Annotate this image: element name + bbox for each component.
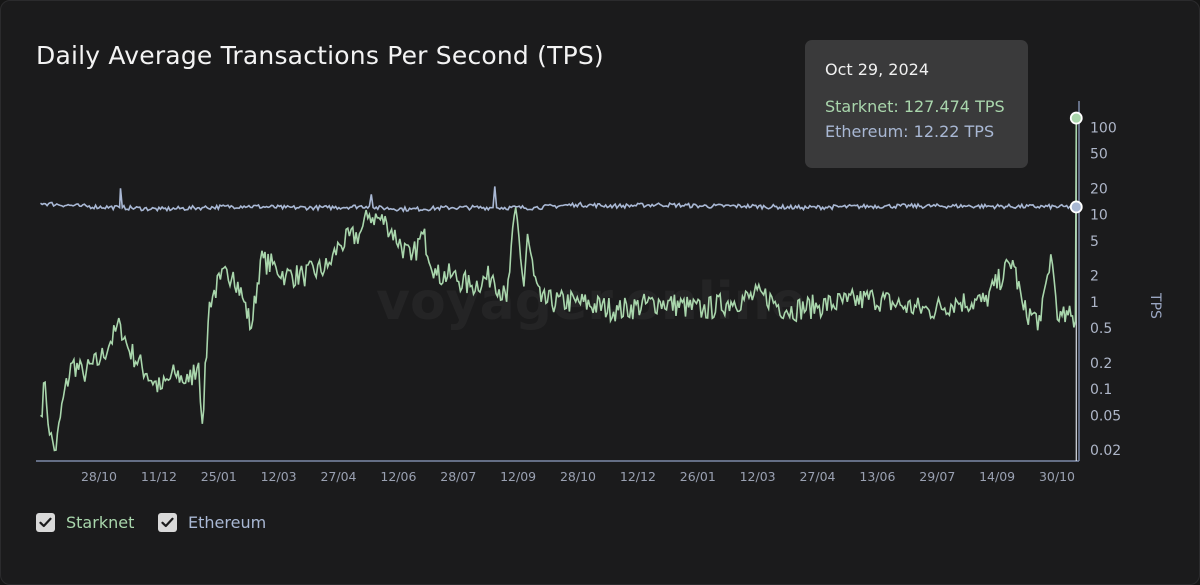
tooltip-ethereum-value: Ethereum: 12.22 TPS xyxy=(825,122,995,141)
legend-label-ethereum: Ethereum xyxy=(188,512,267,532)
tooltip-starknet-value: Starknet: 127.474 TPS xyxy=(825,97,1005,116)
x-tick-label: 30/10 xyxy=(1039,469,1075,484)
x-tick-label: 13/06 xyxy=(859,469,895,484)
y-tick-label: 50 xyxy=(1090,147,1108,163)
y-tick-label: 1 xyxy=(1090,295,1099,311)
legend-toggle-starknet[interactable]: Starknet xyxy=(36,511,134,533)
legend-toggle-ethereum[interactable]: Ethereum xyxy=(158,511,266,533)
legend-label-starknet: Starknet xyxy=(66,512,135,532)
y-tick-label: 0.1 xyxy=(1090,382,1112,398)
hover-tooltip: Oct 29, 2024 Starknet: 127.474 TPS Ether… xyxy=(805,40,1028,168)
chart-title: Daily Average Transactions Per Second (T… xyxy=(36,41,604,70)
x-tick-label: 12/03 xyxy=(740,469,776,484)
x-tick-label: 14/09 xyxy=(979,469,1015,484)
tooltip-date: Oct 29, 2024 xyxy=(825,60,929,79)
y-tick-label: 0.5 xyxy=(1090,321,1112,337)
x-tick-label: 26/01 xyxy=(680,469,716,484)
checkbox-checked-icon[interactable] xyxy=(36,512,55,532)
x-tick-label: 27/04 xyxy=(320,469,356,484)
y-axis-title: TPS xyxy=(1147,292,1163,319)
x-tick-label: 12/12 xyxy=(620,469,656,484)
ethereum-series-line xyxy=(40,186,1077,213)
y-tick-label: 0.02 xyxy=(1090,443,1121,459)
y-tick-label: 2 xyxy=(1090,269,1099,285)
x-tick-label: 29/07 xyxy=(919,469,955,484)
x-tick-label: 11/12 xyxy=(141,469,177,484)
x-tick-label: 12/06 xyxy=(380,469,416,484)
x-tick-label: 12/09 xyxy=(500,469,536,484)
ethereum-hover-point[interactable] xyxy=(1069,200,1083,214)
starknet-hover-point[interactable] xyxy=(1069,111,1083,125)
checkbox-checked-icon[interactable] xyxy=(158,512,177,532)
y-tick-label: 0.05 xyxy=(1090,408,1121,424)
x-tick-label: 28/07 xyxy=(440,469,476,484)
x-tick-label: 25/01 xyxy=(201,469,237,484)
x-tick-label: 28/10 xyxy=(81,469,117,484)
x-tick-label: 12/03 xyxy=(261,469,297,484)
x-tick-label: 27/04 xyxy=(799,469,835,484)
starknet-series-line xyxy=(40,118,1078,452)
x-tick-label: 28/10 xyxy=(560,469,596,484)
y-tick-label: 0.2 xyxy=(1090,356,1112,372)
y-tick-label: 5 xyxy=(1090,234,1099,250)
y-tick-label: 10 xyxy=(1090,208,1108,224)
y-tick-label: 20 xyxy=(1090,181,1108,197)
y-tick-label: 100 xyxy=(1090,120,1117,136)
